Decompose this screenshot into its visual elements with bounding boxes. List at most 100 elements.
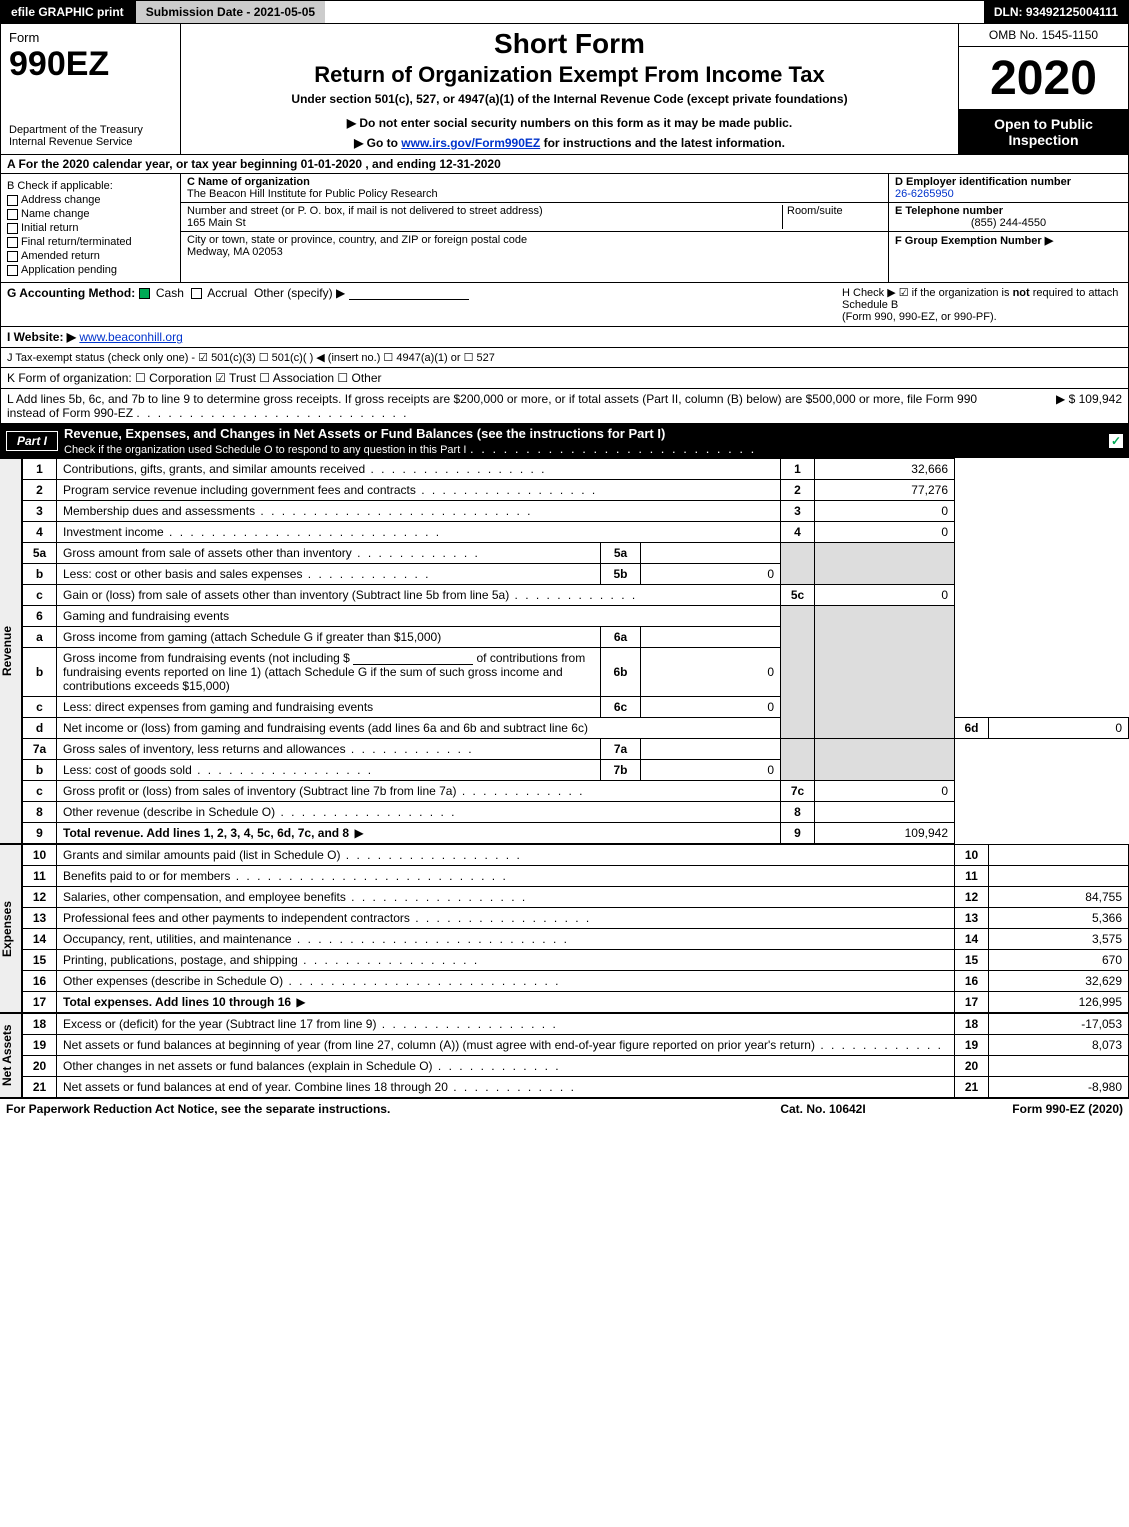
header-right: OMB No. 1545-1150 2020 Open to Public In… [958,24,1128,154]
dept-treasury: Department of the Treasury [9,124,172,136]
part1-header: Part I Revenue, Expenses, and Changes in… [0,424,1129,458]
opt-application-pending: Application pending [21,264,117,276]
line-5a-sn: 5a [601,543,641,564]
line-16-desc: Other expenses (describe in Schedule O) [63,974,283,988]
line-6b-num: b [23,648,57,697]
form-label: Form [9,30,39,45]
line-7b-sv: 0 [641,760,781,781]
dots-icon [291,995,308,1009]
dots-icon [349,826,366,840]
revenue-side-label: Revenue [0,458,22,844]
dln: DLN: 93492125004111 [984,1,1128,23]
line-16-amt: 32,629 [989,971,1129,992]
dots-icon [346,890,527,904]
line-6b-blank[interactable] [353,653,473,665]
check-final-return[interactable] [7,237,18,248]
row-l: L Add lines 5b, 6c, and 7b to line 9 to … [1,389,1128,423]
line-6: 6 Gaming and fundraising events [23,606,1129,627]
line-20-desc: Other changes in net assets or fund bala… [63,1059,433,1073]
line-17: 17 Total expenses. Add lines 10 through … [23,992,1129,1013]
check-amended-return[interactable] [7,251,18,262]
line-19-num: 19 [23,1035,57,1056]
paperwork-notice: For Paperwork Reduction Act Notice, see … [6,1102,723,1116]
line-13-num: 13 [23,908,57,929]
dots-icon [376,1017,557,1031]
opt-name-change: Name change [21,208,90,220]
other-specify-input[interactable] [349,288,469,300]
line-1-ln: 1 [781,459,815,480]
line-15-ln: 15 [955,950,989,971]
revenue-table: 1 Contributions, gifts, grants, and simi… [22,458,1129,844]
dots-icon [448,1080,576,1094]
line-14-amt: 3,575 [989,929,1129,950]
efile-print-button[interactable]: efile GRAPHIC print [1,1,134,23]
line-20: 20 Other changes in net assets or fund b… [23,1056,1129,1077]
opt-initial-return: Initial return [21,222,78,234]
dots-icon [255,504,532,518]
gray-cell [781,739,815,781]
part1-title: Revenue, Expenses, and Changes in Net As… [64,426,665,441]
c-name-label: C Name of organization [187,176,882,188]
dots-icon [815,1038,943,1052]
line-4-desc: Investment income [63,525,164,539]
submission-date: Submission Date - 2021-05-05 [134,1,325,23]
part1-check[interactable]: ✓ [1109,434,1123,448]
line-13-amt: 5,366 [989,908,1129,929]
check-name-change[interactable] [7,209,18,220]
gray-cell [815,543,955,585]
line-20-amt [989,1056,1129,1077]
return-title: Return of Organization Exempt From Incom… [189,62,950,88]
line-3-amt: 0 [815,501,955,522]
row-a-tax-year: A For the 2020 calendar year, or tax yea… [0,155,1129,174]
header-center: Short Form Return of Organization Exempt… [181,24,958,154]
g-label: G Accounting Method: [7,286,135,300]
top-bar: efile GRAPHIC print Submission Date - 20… [0,0,1129,24]
dots-icon [509,588,637,602]
line-6a-num: a [23,627,57,648]
line-19: 19 Net assets or fund balances at beginn… [23,1035,1129,1056]
line-18-ln: 18 [955,1014,989,1035]
line-12-ln: 12 [955,887,989,908]
line-19-amt: 8,073 [989,1035,1129,1056]
line-5b-desc: Less: cost or other basis and sales expe… [63,567,302,581]
website-link[interactable]: www.beaconhill.org [79,330,182,344]
line-7c-ln: 7c [781,781,815,802]
line-8-desc: Other revenue (describe in Schedule O) [63,805,275,819]
revenue-section: Revenue 1 Contributions, gifts, grants, … [0,458,1129,844]
irs-label: Internal Revenue Service [9,136,172,148]
line-20-num: 20 [23,1056,57,1077]
dots-icon [292,932,569,946]
check-address-change[interactable] [7,195,18,206]
dots-icon [365,462,546,476]
check-cash[interactable] [139,288,150,299]
line-11-desc: Benefits paid to or for members [63,869,230,883]
goto-link[interactable]: www.irs.gov/Form990EZ [401,136,540,150]
expenses-side-label: Expenses [0,844,22,1013]
goto-line: Go to www.irs.gov/Form990EZ for instruct… [189,136,950,150]
line-5b-num: b [23,564,57,585]
col-b-checkboxes: B Check if applicable: Address change Na… [1,174,181,282]
row-j: J Tax-exempt status (check only one) - ☑… [1,348,1128,368]
dots-icon [283,974,560,988]
line-14: 14 Occupancy, rent, utilities, and maint… [23,929,1129,950]
dots-icon [352,546,480,560]
check-application-pending[interactable] [7,265,18,276]
line-12-desc: Salaries, other compensation, and employ… [63,890,346,904]
omb-number: OMB No. 1545-1150 [959,24,1128,47]
line-6c-sn: 6c [601,697,641,718]
line-9: 9 Total revenue. Add lines 1, 2, 3, 4, 5… [23,823,1129,844]
line-3-desc: Membership dues and assessments [63,504,255,518]
line-18-desc: Excess or (deficit) for the year (Subtra… [63,1017,376,1031]
check-accrual[interactable] [191,288,202,299]
check-initial-return[interactable] [7,223,18,234]
line-11-ln: 11 [955,866,989,887]
opt-amended-return: Amended return [21,250,100,262]
dots-icon [275,805,456,819]
net-assets-side-label: Net Assets [0,1013,22,1098]
cash-label: Cash [156,286,184,300]
line-3-ln: 3 [781,501,815,522]
line-7c-desc: Gross profit or (loss) from sales of inv… [63,784,456,798]
dots-icon [302,567,430,581]
line-5a-desc: Gross amount from sale of assets other t… [63,546,352,560]
line-18-num: 18 [23,1014,57,1035]
